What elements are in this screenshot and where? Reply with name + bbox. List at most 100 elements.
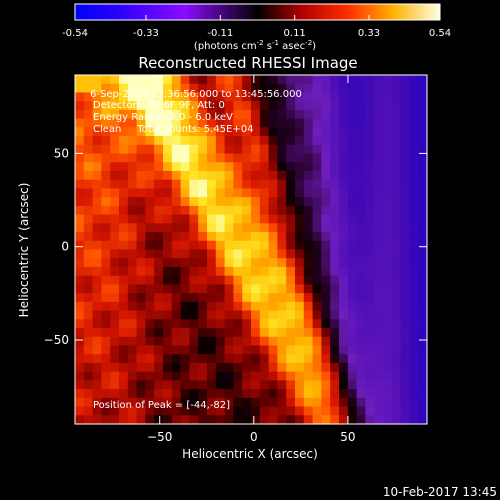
heatmap-cell [189,293,199,303]
heatmap-cell [383,266,393,277]
heatmap-cell [259,214,270,224]
heatmap-cell [303,109,314,120]
heatmap-cell [259,153,270,163]
heatmap-cell [391,275,402,285]
heatmap-cell [268,240,278,251]
heatmap-cell [295,249,305,259]
heatmap-cell [409,170,419,181]
heatmap-cell [83,310,94,320]
heatmap-cell [374,406,384,416]
heatmap-cell [312,162,322,172]
heatmap-cell [127,319,138,329]
heatmap-cell [391,310,402,320]
heatmap-cell [268,144,278,155]
heatmap-cell [418,389,428,399]
heatmap-cell [356,406,366,416]
heatmap-cell [383,197,393,207]
heatmap-cell [251,214,261,224]
heatmap-cell [259,170,270,181]
heatmap-cell [171,197,182,207]
heatmap-cell [409,179,419,190]
heatmap-cell [347,197,358,207]
heatmap-cell [330,406,340,416]
heatmap-cell [180,389,190,399]
heatmap-cell [418,380,428,390]
heatmap-cell [356,136,366,146]
heatmap-cell [374,197,384,207]
heatmap-cell [277,197,287,207]
heatmap-cell [321,197,331,207]
heatmap-cell [383,362,393,373]
heatmap-cell [171,389,182,399]
heatmap-cell [154,284,164,294]
heatmap-cell [83,301,94,312]
heatmap-cell [259,336,270,347]
heatmap-cell [215,249,226,259]
heatmap-cell [154,249,164,259]
heatmap-cell [101,75,111,85]
heatmap-cell [224,328,234,338]
heatmap-cell [268,92,278,102]
heatmap-cell [163,397,173,408]
heatmap-cell [356,380,366,390]
heatmap-cell [400,162,410,172]
heatmap-cell [339,144,349,155]
heatmap-cell [391,258,402,268]
heatmap-cell [356,83,366,94]
heatmap-cell [171,249,182,259]
heatmap-cell [180,301,190,312]
heatmap-cell [418,153,428,163]
heatmap-cell [163,214,173,224]
heatmap-cell [154,371,164,381]
heatmap-cell [409,223,419,233]
heatmap-cell [268,415,278,425]
heatmap-cell [92,214,102,224]
heatmap-cell [189,188,199,198]
heatmap-cell [303,223,314,233]
heatmap-cell [180,170,190,181]
heatmap-cell [145,258,155,268]
heatmap-cell [145,310,155,320]
heatmap-cell [391,223,402,233]
heatmap-cell [207,284,217,294]
heatmap-cell [259,406,270,416]
heatmap-cell [303,293,314,303]
colorbar-tick-label: 0.33 [358,28,380,39]
heatmap-cell [136,188,146,198]
heatmap-cell [339,188,349,198]
heatmap-cell [180,310,190,320]
heatmap-cell [418,92,428,102]
heatmap-cell [418,170,428,181]
heatmap-cell [154,92,164,102]
heatmap-cell [259,415,270,425]
heatmap-cell [347,205,358,216]
heatmap-cell [207,188,217,198]
heatmap-cell [198,397,208,408]
heatmap-cell [295,109,305,120]
heatmap-cell [383,109,393,120]
heatmap-cell [242,101,252,111]
heatmap-cell [119,301,129,312]
heatmap-cell [101,179,111,190]
heatmap-cell [101,258,111,268]
heatmap-cell [330,240,340,251]
heatmap-cell [207,293,217,303]
heatmap-cell [409,109,419,120]
heatmap-cell [75,170,85,181]
heatmap-cell [259,127,270,137]
heatmap-cell [224,188,234,198]
heatmap-cell [242,153,252,163]
heatmap-cell [163,170,173,181]
heatmap-cell [75,83,85,94]
heatmap-cell [295,144,305,155]
heatmap-cell [251,153,261,163]
heatmap-cell [347,389,358,399]
heatmap-cell [154,223,164,233]
heatmap-cell [365,240,375,251]
heatmap-cell [303,240,314,251]
heatmap-cell [110,127,120,137]
heatmap-cell [136,197,146,207]
heatmap-cell [374,380,384,390]
heatmap-cell [312,266,322,277]
heatmap-cell [180,345,190,355]
